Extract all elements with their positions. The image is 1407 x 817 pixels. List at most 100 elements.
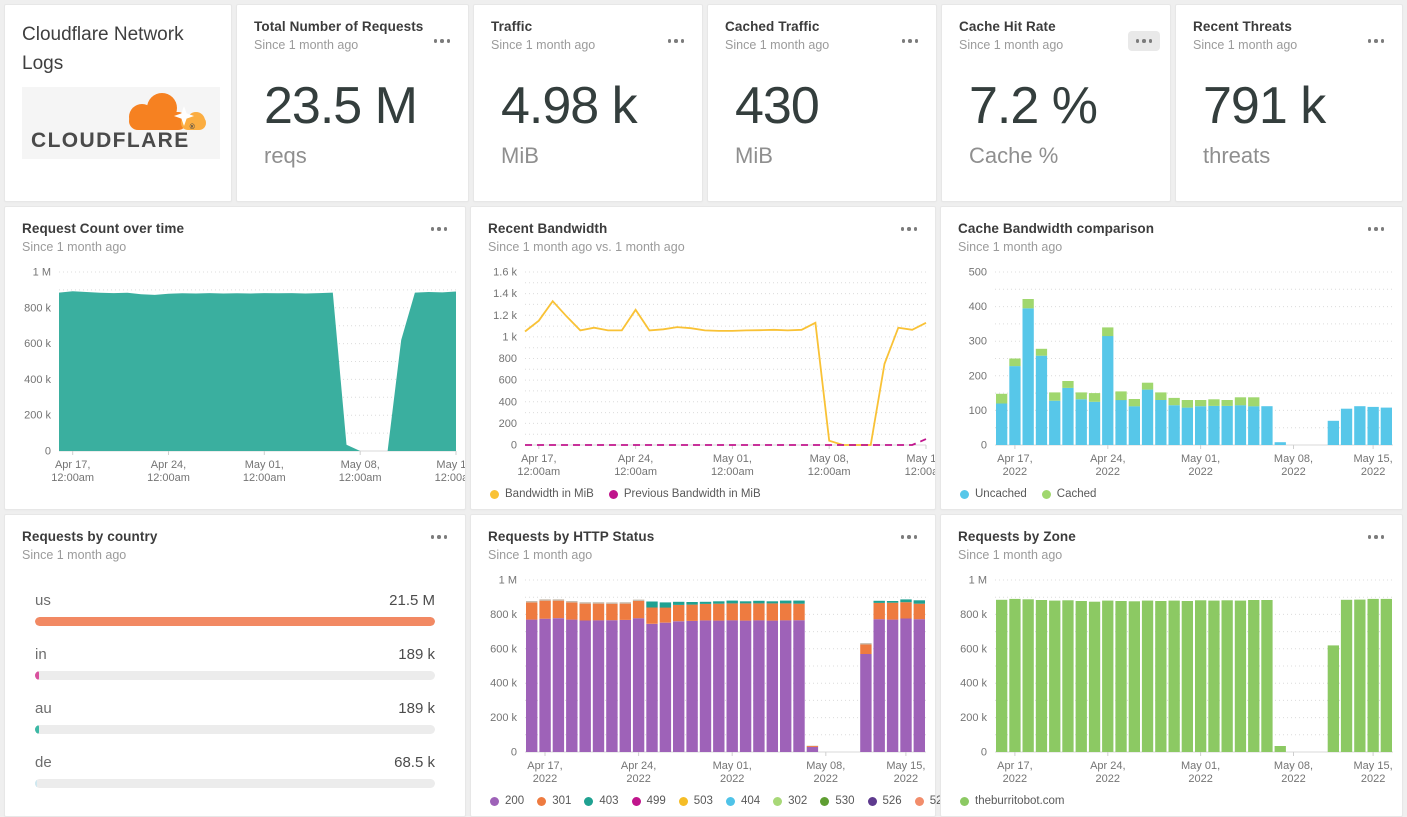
- chart-svg: 500 400 300 200 100 0 Apr 17, 2022 Apr 24, 2022 Ma…: [969, 267, 1393, 478]
- legend-item-Previous Bandwidth in MiB: Previous Bandwidth in MiB: [608, 488, 761, 500]
- svg-text:1.4 k: 1.4 k: [493, 288, 517, 300]
- svg-text:200: 200: [499, 418, 517, 430]
- panel-menu-button[interactable]: [423, 219, 456, 239]
- country-bar-fill: [35, 671, 39, 680]
- panel-menu-button[interactable]: [1360, 219, 1393, 239]
- panel-menu-button[interactable]: [1360, 31, 1393, 51]
- panel-subtitle: Since 1 month ago: [491, 38, 596, 52]
- legend-color-dot: [820, 796, 830, 806]
- panel-requests-by-country: Requests by country Since 1 month ago us…: [4, 514, 466, 817]
- panel-subtitle: Since 1 month ago: [1193, 38, 1298, 52]
- svg-text:May 08,2022: May 08, 2022: [1274, 760, 1313, 785]
- legend-color-dot: [537, 796, 547, 806]
- country-bar-track: [35, 671, 435, 680]
- svg-text:200 k: 200 k: [24, 410, 51, 422]
- cache-bandwidth-chart[interactable]: 500 400 300 200 100 0 Apr 17, 2022 Apr 24, 2022 Ma…: [941, 258, 1402, 479]
- legend-color-dot: [678, 796, 688, 806]
- legend-color-dot: [490, 489, 499, 499]
- svg-text:1.2 k: 1.2 k: [493, 310, 517, 322]
- panel-requests-by-zone: Requests by Zone Since 1 month ago 1 M 80…: [940, 514, 1403, 817]
- panel-title: Traffic: [491, 19, 533, 34]
- panel-title: Cached Traffic: [725, 19, 820, 34]
- country-label: de: [35, 754, 52, 771]
- panel-subtitle: Since 1 month ago: [488, 548, 593, 562]
- svg-text:May 01,2022: May 01, 2022: [1181, 760, 1220, 785]
- requests-by-zone-chart[interactable]: 1 M 800 k 600 k 400 k 200 k 0 Apr 17, 2022 Apr 2…: [941, 566, 1402, 786]
- legend-item-503: 503: [678, 795, 713, 807]
- svg-text:Apr 17,2022: Apr 17, 2022: [997, 453, 1032, 478]
- chart-legend: 200301403499503404302530526524: [471, 786, 949, 816]
- legend-item-499: 499: [631, 795, 666, 807]
- svg-text:May 15,2022: May 15, 2022: [886, 760, 925, 785]
- svg-text:Apr 24,2022: Apr 24, 2022: [1090, 453, 1125, 478]
- panel-menu-button[interactable]: [423, 527, 456, 547]
- legend-color-dot: [867, 796, 877, 806]
- legend-color-dot: [960, 796, 969, 806]
- stat-value: 4.98 k: [501, 77, 638, 135]
- svg-text:600 k: 600 k: [960, 643, 987, 655]
- country-value: 189 k: [398, 646, 435, 663]
- svg-text:Apr 17,12:00am: Apr 17, 12:00am: [51, 459, 94, 484]
- stat-unit: threats: [1203, 142, 1271, 168]
- svg-text:800 k: 800 k: [24, 302, 51, 314]
- svg-text:May 01,2022: May 01, 2022: [1181, 453, 1220, 478]
- panel-menu-button[interactable]: [1360, 527, 1393, 547]
- svg-text:0: 0: [45, 446, 51, 458]
- svg-text:0: 0: [511, 440, 517, 452]
- panel-cache-hit-rate: Cache Hit Rate Since 1 month ago 7.2 % C…: [941, 4, 1171, 202]
- panel-menu-button[interactable]: [1127, 31, 1160, 51]
- svg-text:1 M: 1 M: [33, 267, 51, 279]
- svg-text:May 08,2022: May 08, 2022: [806, 760, 845, 785]
- country-bar-track: [35, 779, 435, 788]
- country-bar-fill: [35, 779, 37, 788]
- svg-text:May 01,12:00am: May 01, 12:00am: [243, 459, 286, 484]
- legend-color-dot: [773, 796, 783, 806]
- panel-request-count-over-time: Request Count over time Since 1 month ag…: [4, 206, 466, 510]
- chart-svg: 1 M 800 k 600 k 400 k 200 k 0 Apr 17, 2022 Apr 2…: [490, 575, 926, 785]
- svg-text:Apr 24,2022: Apr 24, 2022: [621, 760, 656, 785]
- svg-text:600 k: 600 k: [24, 338, 51, 350]
- legend-color-dot: [631, 796, 641, 806]
- panel-menu-button[interactable]: [894, 31, 927, 51]
- svg-text:1.6 k: 1.6 k: [493, 267, 517, 279]
- panel-subtitle: Since 1 month ago vs. 1 month ago: [488, 240, 685, 254]
- stat-unit: MiB: [735, 142, 773, 168]
- svg-text:1 M: 1 M: [499, 575, 517, 587]
- legend-color-dot: [914, 796, 924, 806]
- panel-cloudflare-logo: Cloudflare Network Logs CLOUDFLARE®: [4, 4, 232, 202]
- svg-text:May 15,2022: May 15, 2022: [1354, 760, 1393, 785]
- svg-text:200: 200: [969, 370, 987, 382]
- panel-subtitle: Since 1 month ago: [959, 38, 1064, 52]
- svg-text:100: 100: [969, 405, 987, 417]
- panel-menu-button[interactable]: [893, 219, 926, 239]
- svg-text:Apr 24,12:00am: Apr 24, 12:00am: [147, 459, 190, 484]
- svg-text:0: 0: [981, 747, 987, 759]
- panel-recent-bandwidth: Recent Bandwidth Since 1 month ago vs. 1…: [470, 206, 936, 510]
- recent-bandwidth-chart[interactable]: 1.6 k 1.4 k 1.2 k 1 k 800 600 400 200 0 Apr 17, 12…: [471, 258, 935, 479]
- svg-text:400 k: 400 k: [490, 678, 517, 690]
- svg-text:May 01,2022: May 01, 2022: [713, 760, 752, 785]
- stat-unit: MiB: [501, 142, 539, 168]
- stat-value: 430: [735, 77, 820, 135]
- country-value: 21.5 M: [389, 592, 435, 609]
- svg-text:300: 300: [969, 336, 987, 348]
- panel-subtitle: Since 1 month ago: [958, 240, 1063, 254]
- dashboard-title: Cloudflare Network Logs: [22, 24, 184, 74]
- panel-menu-button[interactable]: [660, 31, 693, 51]
- http-status-chart[interactable]: 1 M 800 k 600 k 400 k 200 k 0 Apr 17, 2022 Apr 2…: [471, 566, 935, 786]
- svg-text:1 M: 1 M: [969, 575, 987, 587]
- panel-subtitle: Since 1 month ago: [22, 240, 127, 254]
- panel-title: Requests by country: [22, 529, 158, 544]
- panel-title: Requests by HTTP Status: [488, 529, 655, 544]
- panel-menu-button[interactable]: [426, 31, 459, 51]
- panel-cached-traffic: Cached Traffic Since 1 month ago 430 MiB: [707, 4, 937, 202]
- panel-menu-button[interactable]: [893, 527, 926, 547]
- chart-legend: Bandwidth in MiB Previous Bandwidth in Mi…: [471, 479, 935, 509]
- country-value: 68.5 k: [394, 754, 435, 771]
- country-bar-track: [35, 725, 435, 734]
- legend-item-526: 526: [867, 795, 902, 807]
- request-count-chart[interactable]: 1 M 800 k 600 k 400 k 200 k 0 Apr 17, 12:00am Ap…: [5, 258, 465, 485]
